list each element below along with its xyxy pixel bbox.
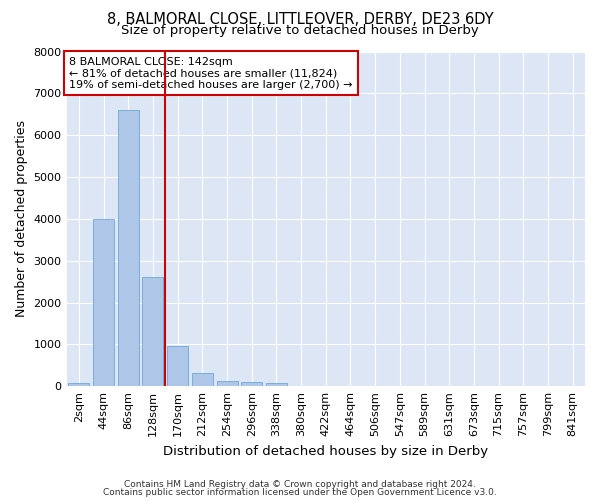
Text: 8 BALMORAL CLOSE: 142sqm
← 81% of detached houses are smaller (11,824)
19% of se: 8 BALMORAL CLOSE: 142sqm ← 81% of detach… [69, 56, 353, 90]
Bar [118, 110, 139, 386]
Text: 8, BALMORAL CLOSE, LITTLEOVER, DERBY, DE23 6DY: 8, BALMORAL CLOSE, LITTLEOVER, DERBY, DE… [107, 12, 493, 28]
Text: Size of property relative to detached houses in Derby: Size of property relative to detached ho… [121, 24, 479, 37]
Bar [192, 373, 213, 386]
Text: Contains public sector information licensed under the Open Government Licence v3: Contains public sector information licen… [103, 488, 497, 497]
Text: Contains HM Land Registry data © Crown copyright and database right 2024.: Contains HM Land Registry data © Crown c… [124, 480, 476, 489]
Bar [167, 346, 188, 386]
Bar [68, 384, 89, 386]
Bar [142, 278, 163, 386]
Bar [217, 380, 238, 386]
Y-axis label: Number of detached properties: Number of detached properties [15, 120, 28, 318]
X-axis label: Distribution of detached houses by size in Derby: Distribution of detached houses by size … [163, 444, 488, 458]
Bar [93, 219, 114, 386]
Bar [266, 384, 287, 386]
Bar [241, 382, 262, 386]
